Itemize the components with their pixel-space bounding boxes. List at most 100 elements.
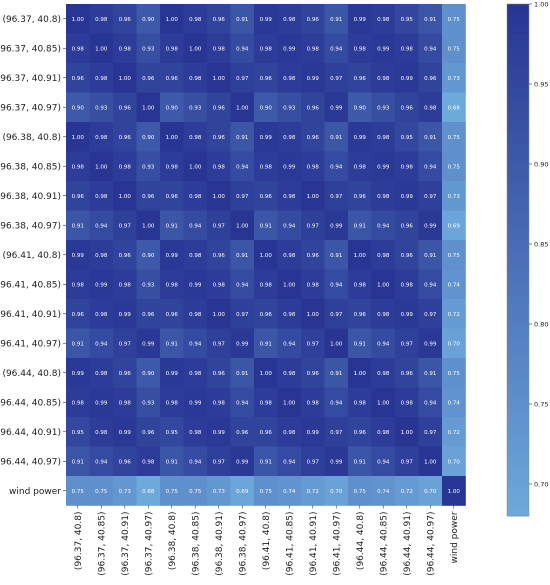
heatmap-cell xyxy=(301,328,325,359)
x-tick-label: (96.37, 40.85) xyxy=(97,512,107,576)
cell-value-label: 0.96 xyxy=(119,135,132,141)
cell-value-label: 0.98 xyxy=(283,312,296,318)
colorbar-segment xyxy=(507,265,529,271)
cell-value-label: 0.91 xyxy=(166,223,178,229)
colorbar-segment xyxy=(507,485,529,491)
heatmap-cell xyxy=(395,92,419,123)
heatmap-cell xyxy=(418,151,443,182)
heatmap-cell xyxy=(136,417,161,447)
cell-value-label: 0.96 xyxy=(142,312,155,318)
cell-value-label: 0.97 xyxy=(424,194,437,200)
colorbar: 0.70 0.75 0.80 0.85 0.90 0.95 1.00 xyxy=(506,1,548,517)
heatmap-cell xyxy=(277,92,302,123)
heatmap-cell xyxy=(348,417,372,447)
colorbar-segment xyxy=(507,300,529,307)
heatmap-cell xyxy=(348,299,372,329)
heatmap-cell xyxy=(277,63,302,93)
cell-value-label: 0.97 xyxy=(236,312,249,318)
cell-value-label: 1.00 xyxy=(189,46,202,52)
cell-value-label: 0.99 xyxy=(401,312,414,318)
cell-value-label: 0.99 xyxy=(307,76,320,82)
heatmap-cell xyxy=(160,4,184,34)
heatmap-cell xyxy=(371,476,396,506)
heatmap-cell xyxy=(348,151,372,182)
heatmap-cell xyxy=(301,151,325,182)
colorbar-segment xyxy=(507,403,529,409)
heatmap-cell xyxy=(418,33,443,64)
colorbar-segment xyxy=(507,418,529,425)
heatmap-cell xyxy=(89,122,114,152)
heatmap-cell xyxy=(395,151,419,182)
cell-value-label: 0.99 xyxy=(424,341,437,347)
cell-value-label: 0.96 xyxy=(307,105,320,111)
heatmap-cell xyxy=(442,92,466,123)
heatmap-cell xyxy=(66,122,90,152)
colorbar-segment xyxy=(507,434,529,440)
cell-value-label: 1.00 xyxy=(283,282,296,288)
heatmap-cell xyxy=(113,240,137,270)
cell-value-label: 0.98 xyxy=(119,164,132,170)
heatmap-cell xyxy=(66,92,90,123)
heatmap-cell xyxy=(136,446,161,477)
x-tick-label: wind power xyxy=(450,511,460,563)
cell-value-label: 0.96 xyxy=(166,312,179,318)
heatmap-cell xyxy=(301,181,325,211)
cell-value-label: 0.73 xyxy=(213,489,226,495)
cell-value-label: 0.97 xyxy=(330,76,343,82)
heatmap-cell xyxy=(183,358,208,388)
heatmap-cell xyxy=(301,387,325,418)
heatmap-cell xyxy=(66,299,90,329)
cell-value-label: 0.99 xyxy=(166,371,179,377)
heatmap-cell xyxy=(160,446,184,477)
cell-value-label: 0.94 xyxy=(330,46,343,52)
heatmap-cell xyxy=(160,63,184,93)
cell-value-label: 1.00 xyxy=(307,194,320,200)
cell-value-label: 0.98 xyxy=(354,46,367,52)
heatmap-cell xyxy=(89,240,114,270)
heatmap-cell xyxy=(183,417,208,447)
cell-value-label: 0.99 xyxy=(72,371,85,377)
cell-value-label: 0.91 xyxy=(236,253,248,259)
cell-value-label: 0.98 xyxy=(307,400,320,406)
colorbar-segment xyxy=(507,311,529,317)
cell-value-label: 0.98 xyxy=(213,164,226,170)
cell-value-label: 0.98 xyxy=(95,253,108,259)
cell-value-label: 0.96 xyxy=(213,17,226,23)
heatmap-cell xyxy=(348,269,372,300)
heatmap-cell xyxy=(442,387,466,418)
heatmap-cell xyxy=(183,151,208,182)
cell-value-label: 0.91 xyxy=(260,459,272,465)
heatmap-cell xyxy=(183,122,208,152)
x-tick-label: (96.44, 40.91) xyxy=(403,512,413,576)
heatmap-cell xyxy=(183,299,208,329)
cell-value-label: 0.94 xyxy=(95,223,108,229)
cell-value-label: 0.73 xyxy=(448,194,461,200)
cell-value-label: 0.96 xyxy=(307,135,320,141)
heatmap-cell xyxy=(89,387,114,418)
heatmap-cell xyxy=(136,4,161,34)
y-tick-label: (96.37, 40.97) xyxy=(0,103,61,113)
cell-value-label: 0.98 xyxy=(189,76,202,82)
cell-value-label: 0.94 xyxy=(377,223,390,229)
heatmap-cell xyxy=(113,417,137,447)
heatmap-cell xyxy=(183,446,208,477)
cell-value-label: 0.98 xyxy=(401,164,414,170)
cell-value-label: 0.96 xyxy=(119,371,132,377)
heatmap-cell xyxy=(442,210,466,241)
heatmap-cell xyxy=(277,476,302,506)
cell-value-label: 0.74 xyxy=(377,489,390,495)
cell-value-label: 0.75 xyxy=(95,489,108,495)
heatmap-cell xyxy=(254,151,278,182)
cell-value-label: 0.99 xyxy=(142,341,155,347)
cell-value-label: 0.99 xyxy=(95,282,108,288)
heatmap-cell xyxy=(207,240,231,270)
cell-value-label: 0.99 xyxy=(260,135,273,141)
colorbar-segment xyxy=(507,480,529,486)
colorbar-segment xyxy=(507,167,529,174)
cell-annotations: 1.00 0.98 0.96 0.90 1.00 0.98 0.96 0.91 0.99 0.98… xyxy=(72,17,461,495)
cell-value-label: 0.97 xyxy=(236,194,249,200)
cell-value-label: 1.00 xyxy=(119,194,132,200)
heatmap-cell xyxy=(277,446,302,477)
heatmap-cell xyxy=(230,151,255,182)
heatmap-cell xyxy=(230,387,255,418)
